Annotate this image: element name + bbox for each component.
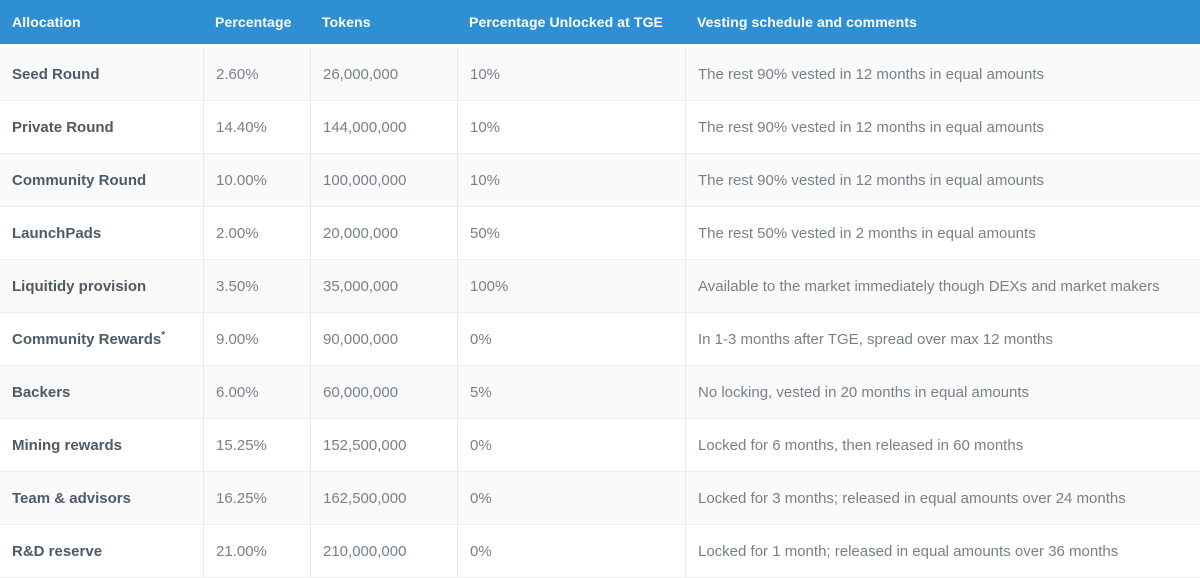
- tge-unlocked-cell: 50%: [457, 207, 685, 260]
- allocation-cell: LaunchPads: [0, 207, 203, 260]
- tge-unlocked-cell: 10%: [457, 101, 685, 154]
- vesting-cell: Locked for 3 months; released in equal a…: [685, 472, 1200, 525]
- allocation-label: Seed Round: [12, 66, 100, 83]
- percentage-cell: 21.00%: [203, 525, 310, 578]
- tge-unlocked-cell: 10%: [457, 154, 685, 207]
- allocation-label: Backers: [12, 384, 71, 401]
- allocation-label: Community Rewards: [12, 331, 162, 348]
- table-row: Community Round 10.00% 100,000,000 10% T…: [0, 154, 1200, 207]
- percentage-cell: 2.60%: [203, 48, 310, 101]
- vesting-cell: The rest 90% vested in 12 months in equa…: [685, 154, 1200, 207]
- vesting-cell: Available to the market immediately thou…: [685, 260, 1200, 313]
- table-row: Backers 6.00% 60,000,000 5% No locking, …: [0, 366, 1200, 419]
- tge-unlocked-cell: 0%: [457, 525, 685, 578]
- percentage-cell: 2.00%: [203, 207, 310, 260]
- allocation-label: R&D reserve: [12, 543, 103, 560]
- allocation-cell: Mining rewards: [0, 419, 203, 472]
- column-header-vesting: Vesting schedule and comments: [685, 0, 1200, 48]
- table-row: R&D reserve 21.00% 210,000,000 0% Locked…: [0, 525, 1200, 578]
- allocation-cell: Team & advisors: [0, 472, 203, 525]
- vesting-cell: The rest 50% vested in 2 months in equal…: [685, 207, 1200, 260]
- tokens-cell: 20,000,000: [310, 207, 457, 260]
- tge-unlocked-cell: 10%: [457, 48, 685, 101]
- tge-unlocked-cell: 0%: [457, 472, 685, 525]
- allocation-label: Community Round: [12, 172, 147, 189]
- table-row: LaunchPads 2.00% 20,000,000 50% The rest…: [0, 207, 1200, 260]
- allocation-cell: Seed Round: [0, 48, 203, 101]
- tokens-cell: 144,000,000: [310, 101, 457, 154]
- allocation-cell: Community Round: [0, 154, 203, 207]
- allocation-cell: Liquitidy provision: [0, 260, 203, 313]
- allocation-cell: Community Rewards*: [0, 313, 203, 366]
- tokens-cell: 35,000,000: [310, 260, 457, 313]
- table-body: Seed Round 2.60% 26,000,000 10% The rest…: [0, 48, 1200, 578]
- allocation-cell: R&D reserve: [0, 525, 203, 578]
- vesting-cell: The rest 90% vested in 12 months in equa…: [685, 48, 1200, 101]
- column-header-tokens: Tokens: [310, 0, 457, 48]
- percentage-cell: 15.25%: [203, 419, 310, 472]
- vesting-cell: Locked for 6 months, then released in 60…: [685, 419, 1200, 472]
- tge-unlocked-cell: 0%: [457, 419, 685, 472]
- percentage-cell: 14.40%: [203, 101, 310, 154]
- table-row: Mining rewards 15.25% 152,500,000 0% Loc…: [0, 419, 1200, 472]
- allocation-label: Team & advisors: [12, 490, 131, 507]
- column-header-percentage: Percentage: [203, 0, 310, 48]
- tge-unlocked-cell: 5%: [457, 366, 685, 419]
- percentage-cell: 3.50%: [203, 260, 310, 313]
- table-row: Seed Round 2.60% 26,000,000 10% The rest…: [0, 48, 1200, 101]
- table-row: Private Round 14.40% 144,000,000 10% The…: [0, 101, 1200, 154]
- allocation-cell: Private Round: [0, 101, 203, 154]
- percentage-cell: 6.00%: [203, 366, 310, 419]
- table-header: Allocation Percentage Tokens Percentage …: [0, 0, 1200, 48]
- vesting-cell: In 1-3 months after TGE, spread over max…: [685, 313, 1200, 366]
- column-header-allocation: Allocation: [0, 0, 203, 48]
- tokens-cell: 210,000,000: [310, 525, 457, 578]
- tokens-cell: 90,000,000: [310, 313, 457, 366]
- column-header-unlocked-at-tge: Percentage Unlocked at TGE: [457, 0, 685, 48]
- footnote-asterisk: *: [161, 330, 166, 341]
- tokens-cell: 100,000,000: [310, 154, 457, 207]
- allocation-label: Mining rewards: [12, 437, 123, 454]
- tokens-cell: 152,500,000: [310, 419, 457, 472]
- table-row: Team & advisors 16.25% 162,500,000 0% Lo…: [0, 472, 1200, 525]
- percentage-cell: 16.25%: [203, 472, 310, 525]
- allocation-label: LaunchPads: [12, 225, 102, 242]
- allocation-cell: Backers: [0, 366, 203, 419]
- vesting-cell: Locked for 1 month; released in equal am…: [685, 525, 1200, 578]
- table-row: Liquitidy provision 3.50% 35,000,000 100…: [0, 260, 1200, 313]
- header-row: Allocation Percentage Tokens Percentage …: [0, 0, 1200, 48]
- tokens-cell: 162,500,000: [310, 472, 457, 525]
- vesting-cell: No locking, vested in 20 months in equal…: [685, 366, 1200, 419]
- vesting-cell: The rest 90% vested in 12 months in equa…: [685, 101, 1200, 154]
- allocation-label: Private Round: [12, 119, 114, 136]
- table-row: Community Rewards* 9.00% 90,000,000 0% I…: [0, 313, 1200, 366]
- allocation-label: Liquitidy provision: [12, 278, 147, 295]
- tge-unlocked-cell: 0%: [457, 313, 685, 366]
- percentage-cell: 9.00%: [203, 313, 310, 366]
- tokens-cell: 60,000,000: [310, 366, 457, 419]
- percentage-cell: 10.00%: [203, 154, 310, 207]
- tge-unlocked-cell: 100%: [457, 260, 685, 313]
- tokens-cell: 26,000,000: [310, 48, 457, 101]
